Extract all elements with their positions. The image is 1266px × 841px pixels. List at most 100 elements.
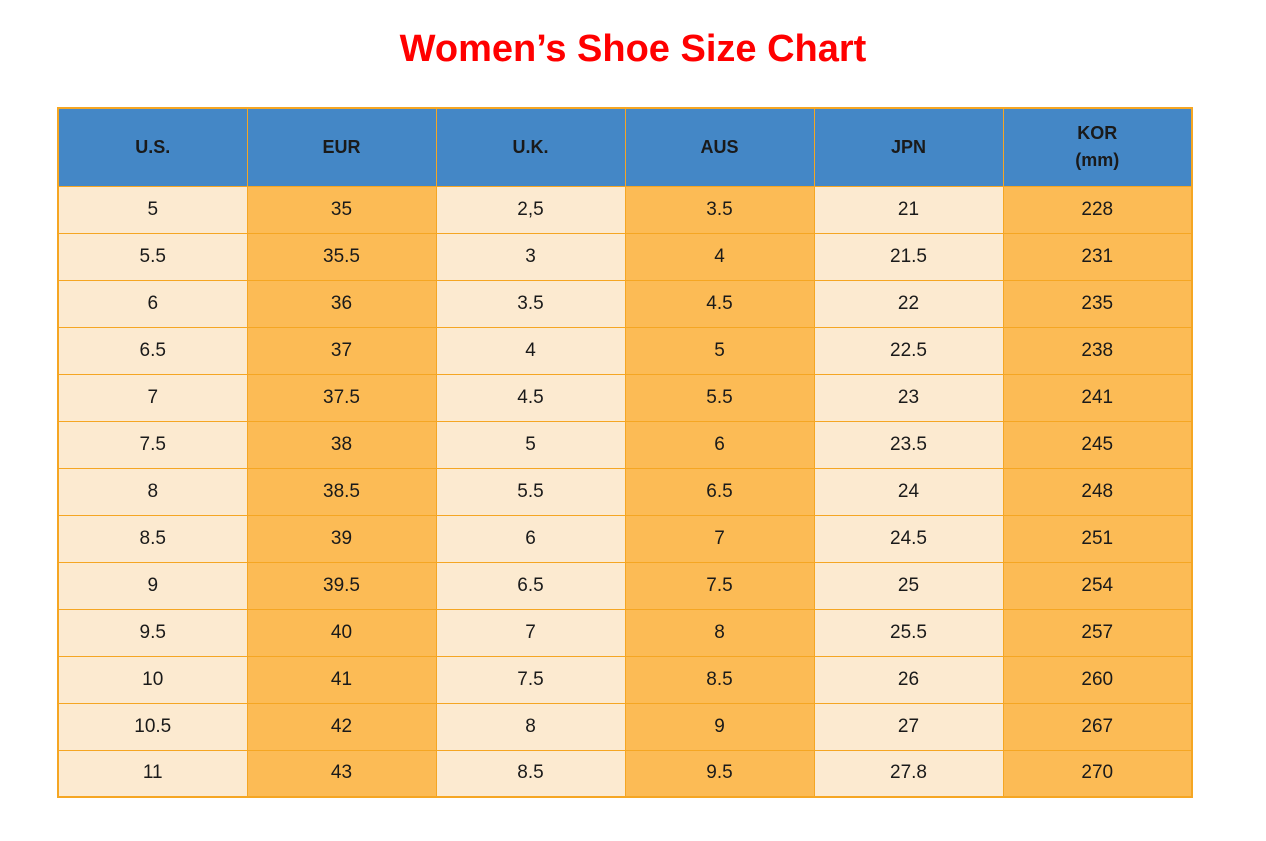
size-table-body: 5 35 2,5 3.5 21 228 5.5 35.5 3 4 21.5 231 6 36 3.5 4.5 2… (57, 185, 1193, 798)
table-cell: 22 (813, 279, 1004, 328)
table-cell: 26 (813, 655, 1004, 704)
table-cell: 8.5 (57, 514, 248, 563)
table-cell: 39 (246, 514, 437, 563)
table-cell: 27 (813, 702, 1004, 751)
table-cell: 5 (57, 185, 248, 234)
table-cell: 40 (246, 608, 437, 657)
table-cell: 6.5 (624, 467, 815, 516)
table-row: 7 37.5 4.5 5.5 23 241 (57, 373, 1193, 422)
table-cell: 9 (57, 561, 248, 610)
table-cell: 39.5 (246, 561, 437, 610)
table-cell: 260 (1002, 655, 1193, 704)
table-cell: 42 (246, 702, 437, 751)
table-cell: 267 (1002, 702, 1193, 751)
table-cell: 11 (57, 749, 248, 798)
table-cell: 5 (624, 326, 815, 375)
table-cell: 7 (435, 608, 626, 657)
table-cell: 38 (246, 420, 437, 469)
size-chart-header: U.S. EUR U.K. AUS JPN KOR (mm) (57, 107, 1193, 187)
table-cell: 10 (57, 655, 248, 704)
table-cell: 25.5 (813, 608, 1004, 657)
table-cell: 5.5 (57, 232, 248, 281)
column-header-eur: EUR (246, 107, 437, 187)
table-cell: 43 (246, 749, 437, 798)
table-row: 5.5 35.5 3 4 21.5 231 (57, 232, 1193, 281)
table-cell: 9.5 (624, 749, 815, 798)
table-row: 11 43 8.5 9.5 27.8 270 (57, 749, 1193, 798)
table-cell: 248 (1002, 467, 1193, 516)
table-row: 7.5 38 5 6 23.5 245 (57, 420, 1193, 469)
table-cell: 5 (435, 420, 626, 469)
table-row: 6.5 37 4 5 22.5 238 (57, 326, 1193, 375)
table-cell: 21 (813, 185, 1004, 234)
table-row: 10 41 7.5 8.5 26 260 (57, 655, 1193, 704)
column-header-kor: KOR (mm) (1002, 107, 1193, 187)
table-cell: 8 (624, 608, 815, 657)
table-cell: 5.5 (624, 373, 815, 422)
table-cell: 7 (57, 373, 248, 422)
table-cell: 257 (1002, 608, 1193, 657)
table-cell: 41 (246, 655, 437, 704)
table-cell: 6 (624, 420, 815, 469)
table-cell: 35.5 (246, 232, 437, 281)
table-row: 10.5 42 8 9 27 267 (57, 702, 1193, 751)
size-chart-table: U.S. EUR U.K. AUS JPN KOR (mm) 5 35 2,5 3.5… (57, 107, 1193, 798)
table-row: 8.5 39 6 7 24.5 251 (57, 514, 1193, 563)
column-header-jpn: JPN (813, 107, 1004, 187)
table-cell: 231 (1002, 232, 1193, 281)
table-cell: 251 (1002, 514, 1193, 563)
table-cell: 270 (1002, 749, 1193, 798)
table-cell: 5.5 (435, 467, 626, 516)
header-row: U.S. EUR U.K. AUS JPN KOR (mm) (57, 107, 1193, 187)
table-cell: 36 (246, 279, 437, 328)
table-cell: 35 (246, 185, 437, 234)
table-cell: 8.5 (624, 655, 815, 704)
table-cell: 3.5 (624, 185, 815, 234)
table-row: 8 38.5 5.5 6.5 24 248 (57, 467, 1193, 516)
table-cell: 4 (624, 232, 815, 281)
table-cell: 9.5 (57, 608, 248, 657)
table-cell: 7.5 (624, 561, 815, 610)
table-cell: 2,5 (435, 185, 626, 234)
table-row: 5 35 2,5 3.5 21 228 (57, 185, 1193, 234)
table-cell: 6 (57, 279, 248, 328)
table-cell: 245 (1002, 420, 1193, 469)
table-cell: 7.5 (435, 655, 626, 704)
table-cell: 37.5 (246, 373, 437, 422)
page-title: Women’s Shoe Size Chart (399, 28, 867, 70)
table-row: 6 36 3.5 4.5 22 235 (57, 279, 1193, 328)
table-cell: 6.5 (57, 326, 248, 375)
table-cell: 8 (57, 467, 248, 516)
table-cell: 38.5 (246, 467, 437, 516)
table-cell: 8.5 (435, 749, 626, 798)
table-cell: 8 (435, 702, 626, 751)
table-cell: 27.8 (813, 749, 1004, 798)
table-cell: 241 (1002, 373, 1193, 422)
table-cell: 7 (624, 514, 815, 563)
column-header-us: U.S. (57, 107, 248, 187)
table-cell: 21.5 (813, 232, 1004, 281)
table-cell: 3 (435, 232, 626, 281)
table-cell: 4 (435, 326, 626, 375)
column-header-aus: AUS (624, 107, 815, 187)
table-cell: 25 (813, 561, 1004, 610)
table-cell: 23.5 (813, 420, 1004, 469)
table-row: 9.5 40 7 8 25.5 257 (57, 608, 1193, 657)
table-cell: 24.5 (813, 514, 1004, 563)
table-cell: 6 (435, 514, 626, 563)
table-cell: 10.5 (57, 702, 248, 751)
table-cell: 4.5 (624, 279, 815, 328)
table-cell: 37 (246, 326, 437, 375)
table-cell: 228 (1002, 185, 1193, 234)
table-cell: 7.5 (57, 420, 248, 469)
table-cell: 4.5 (435, 373, 626, 422)
table-cell: 235 (1002, 279, 1193, 328)
table-cell: 6.5 (435, 561, 626, 610)
column-header-uk: U.K. (435, 107, 626, 187)
table-cell: 9 (624, 702, 815, 751)
table-cell: 3.5 (435, 279, 626, 328)
table-cell: 254 (1002, 561, 1193, 610)
table-cell: 22.5 (813, 326, 1004, 375)
table-row: 9 39.5 6.5 7.5 25 254 (57, 561, 1193, 610)
table-cell: 238 (1002, 326, 1193, 375)
